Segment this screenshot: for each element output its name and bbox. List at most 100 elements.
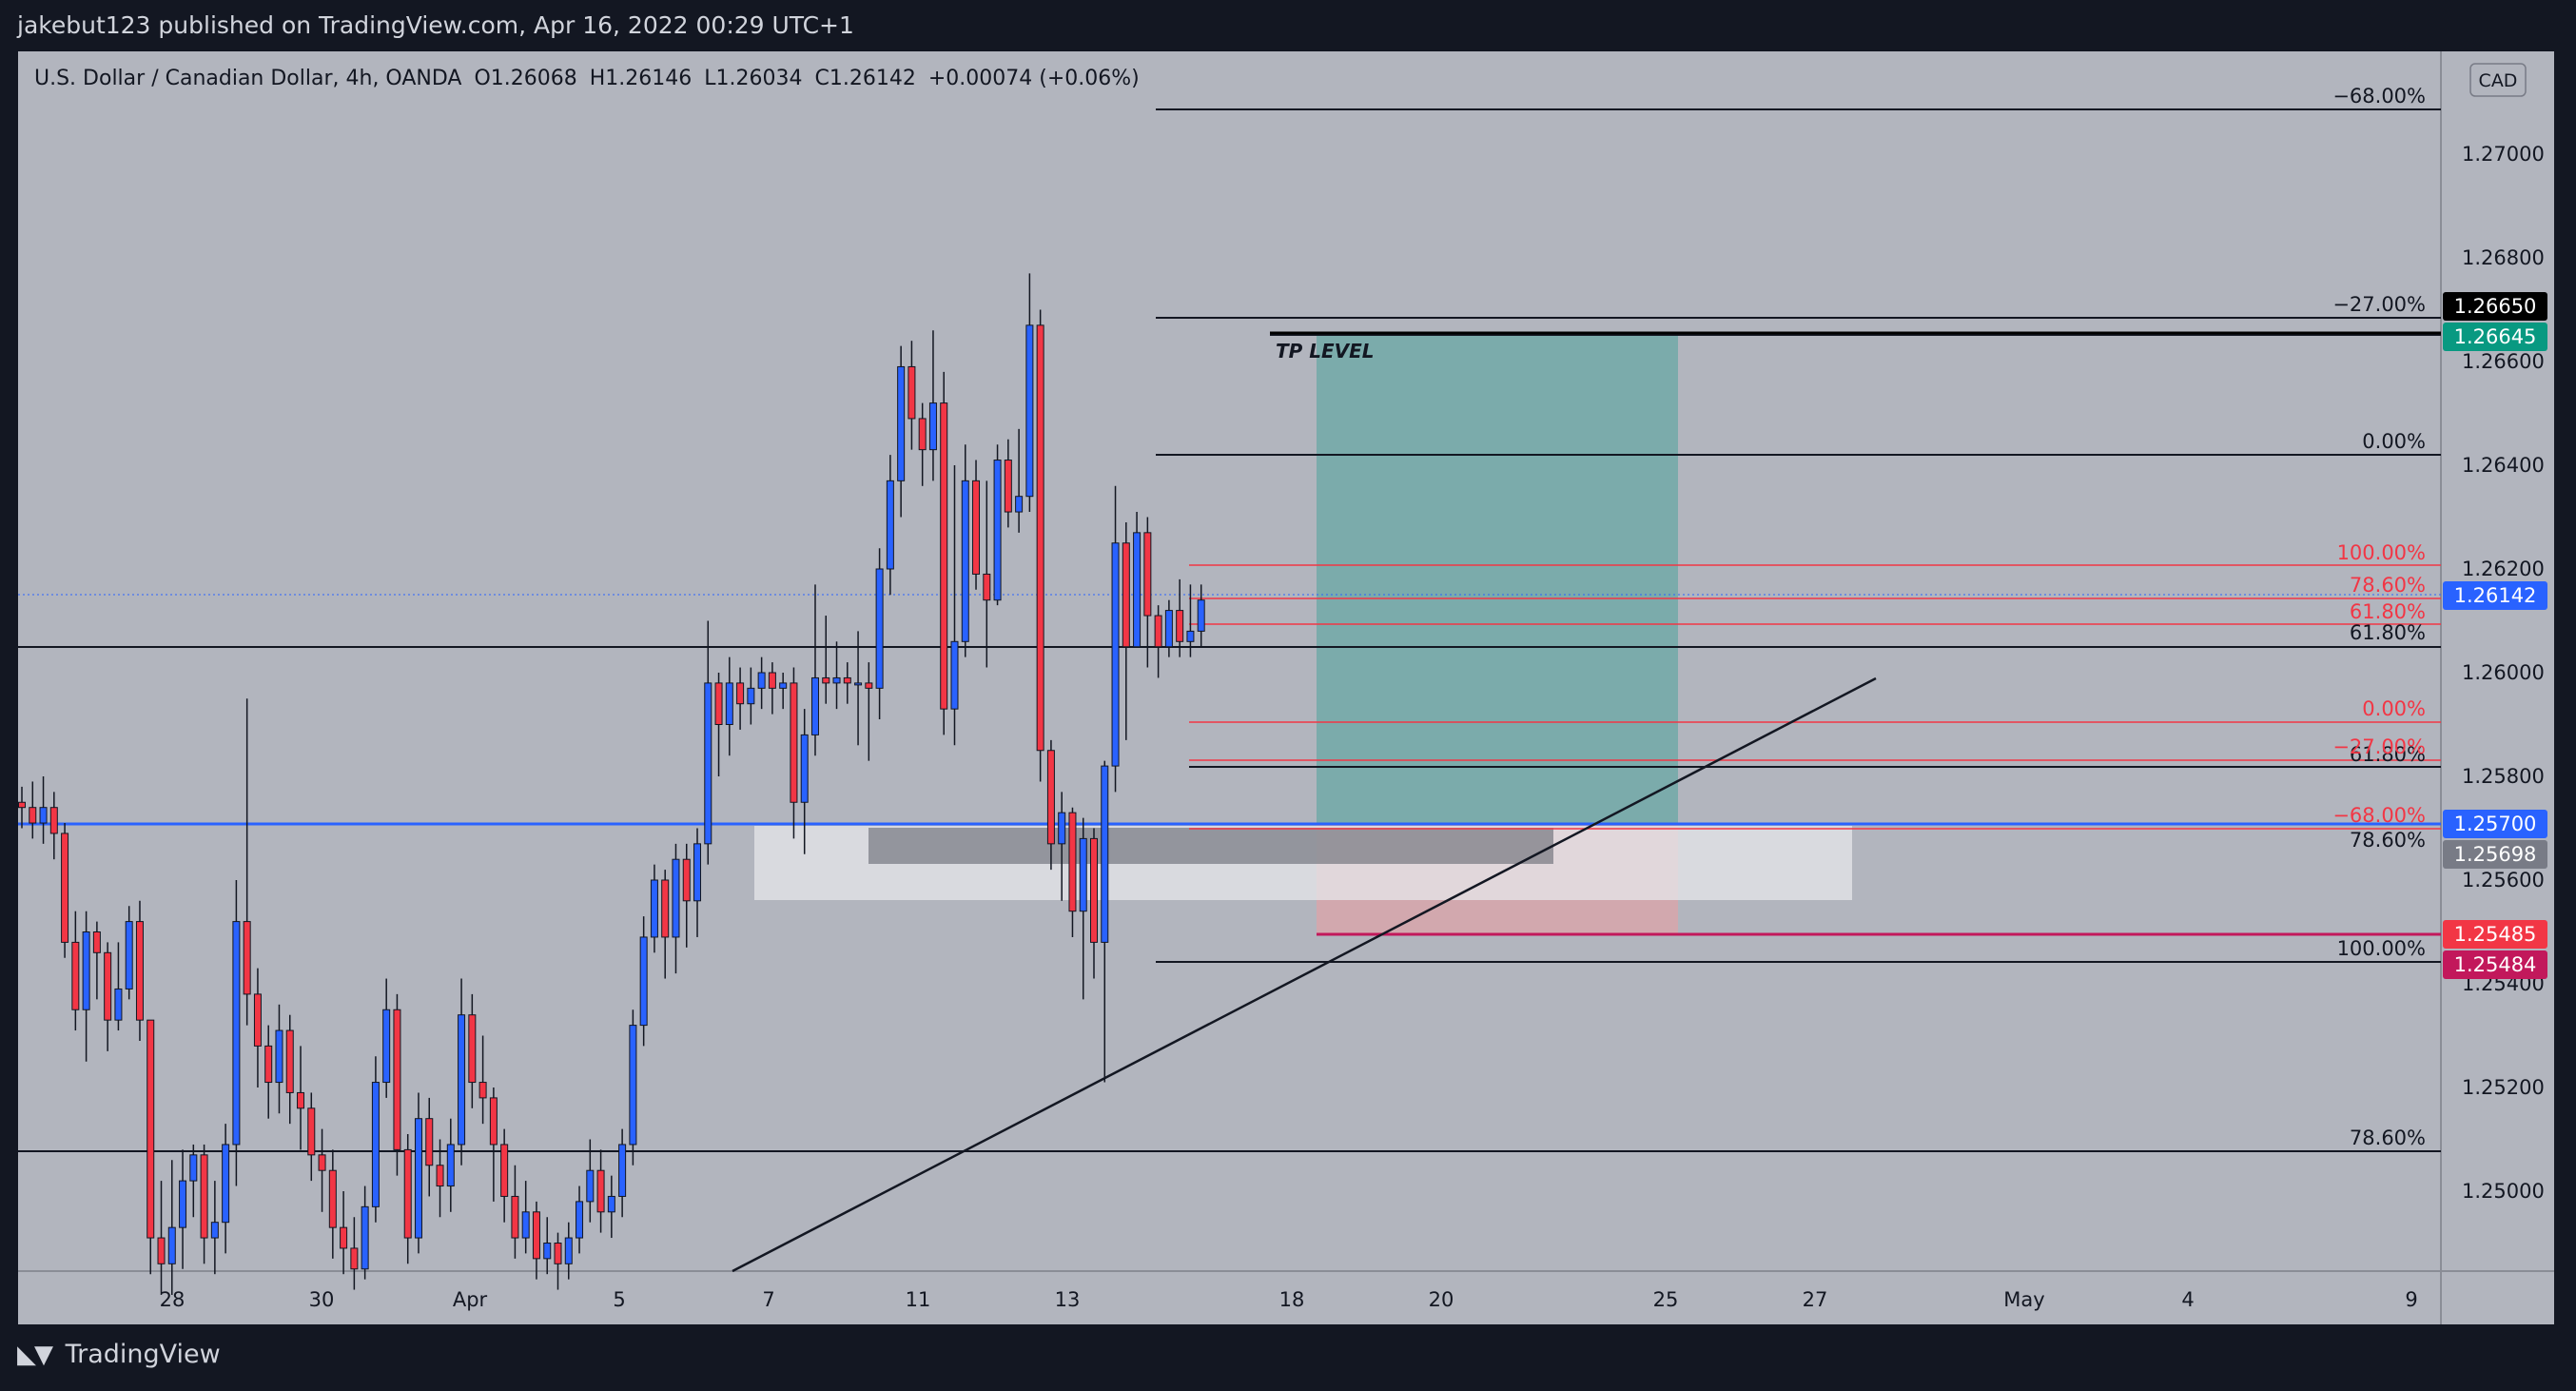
candle xyxy=(822,616,830,704)
candle xyxy=(340,1191,348,1275)
svg-text:1.26142: 1.26142 xyxy=(2454,584,2537,607)
candle xyxy=(500,1128,509,1223)
candle xyxy=(714,673,723,776)
candle xyxy=(1197,584,1205,647)
tp-level-label: TP LEVEL xyxy=(1276,340,1375,362)
candle xyxy=(1079,817,1087,1000)
candle xyxy=(928,330,937,481)
ohlc-close: C1.26142 xyxy=(814,67,916,90)
candle xyxy=(596,1149,605,1233)
fib-label-black: 61.80% xyxy=(2350,743,2426,766)
candle xyxy=(1101,760,1109,1083)
time-tick-label: 27 xyxy=(1803,1288,1828,1311)
fib-label-red: −27.00% xyxy=(2332,735,2426,758)
fib-label-black: −68.00% xyxy=(2332,85,2426,108)
candle xyxy=(832,641,841,710)
candle xyxy=(167,1160,176,1295)
candle xyxy=(125,906,133,1000)
order-block-box[interactable] xyxy=(868,828,1553,864)
candle xyxy=(1143,517,1152,668)
candle xyxy=(790,667,798,839)
fib-label-red: 100.00% xyxy=(2337,541,2426,564)
time-tick-label: 4 xyxy=(2181,1288,2194,1311)
candle xyxy=(1046,739,1055,871)
target-zone[interactable] xyxy=(1317,335,1678,823)
candle xyxy=(875,548,884,720)
svg-text:1.25484: 1.25484 xyxy=(2454,953,2537,976)
candle xyxy=(200,1144,208,1264)
candle xyxy=(532,1201,540,1280)
candle xyxy=(768,662,776,715)
price-tick-label: 1.26800 xyxy=(2462,246,2545,269)
time-tick-label: 28 xyxy=(160,1288,185,1311)
candle xyxy=(639,916,648,1047)
candle xyxy=(1015,428,1024,533)
candle xyxy=(425,1097,434,1197)
candles xyxy=(18,273,1205,1295)
candle xyxy=(458,978,466,1166)
currency-button[interactable] xyxy=(2469,63,2527,97)
candle xyxy=(650,864,658,953)
symbol-name: U.S. Dollar / Canadian Dollar, 4h, OANDA xyxy=(34,67,462,90)
candle xyxy=(82,911,90,1062)
candle xyxy=(307,1092,316,1182)
svg-text:1.25700: 1.25700 xyxy=(2454,813,2537,835)
candle xyxy=(865,662,873,761)
price-tick-label: 1.27000 xyxy=(2462,143,2545,166)
candle xyxy=(18,786,26,829)
time-tick-label: 18 xyxy=(1279,1288,1305,1311)
candle xyxy=(672,843,680,974)
currency-label: CAD xyxy=(2479,70,2518,91)
candle xyxy=(779,673,788,710)
candle xyxy=(704,620,712,865)
candle xyxy=(1111,485,1120,793)
candle xyxy=(1090,828,1098,979)
candle xyxy=(1164,599,1173,657)
chart-frame xyxy=(18,51,2554,1324)
tradingview-logo-icon[interactable]: ◣▼ xyxy=(17,1341,53,1369)
publisher-info: jakebut123 published on TradingView.com,… xyxy=(17,11,854,39)
fib-label-red: 61.80% xyxy=(2350,600,2426,623)
candle xyxy=(446,1118,455,1212)
price-axis[interactable]: 1.27000 1.26800 1.26600 1.26400 1.26200 1.260… xyxy=(2462,143,2545,1203)
candle xyxy=(1154,605,1162,678)
candle xyxy=(71,911,80,1031)
svg-text:1.25698: 1.25698 xyxy=(2454,843,2537,866)
horizontal-levels xyxy=(18,108,2441,1152)
candle xyxy=(983,480,991,668)
price-tag: 1.26650 xyxy=(2443,292,2547,321)
time-tick-label: 7 xyxy=(762,1288,774,1311)
fib-label-red: 0.00% xyxy=(2362,697,2426,720)
candle xyxy=(361,1185,369,1280)
candle xyxy=(285,1014,294,1125)
candle xyxy=(222,1124,230,1254)
trendline[interactable] xyxy=(732,676,1877,1273)
candle xyxy=(554,1232,562,1290)
candle xyxy=(747,667,755,725)
candle xyxy=(950,465,959,746)
candle xyxy=(468,993,477,1108)
candle xyxy=(918,402,927,486)
candle xyxy=(264,1025,273,1119)
candle xyxy=(1025,273,1034,513)
candle xyxy=(489,1087,498,1202)
candle xyxy=(607,1175,615,1239)
price-tag: 1.26142 xyxy=(2443,581,2547,610)
time-tick-label: 20 xyxy=(1429,1288,1454,1311)
candle xyxy=(940,371,948,735)
candle xyxy=(972,460,981,590)
candle xyxy=(478,1035,487,1125)
candle xyxy=(253,968,262,1087)
candle xyxy=(629,1009,637,1166)
candle xyxy=(886,455,894,596)
candle xyxy=(328,1149,337,1259)
candle xyxy=(843,662,851,704)
price-tick-label: 1.25800 xyxy=(2462,765,2545,788)
candle xyxy=(800,709,809,854)
fib-label-black: 100.00% xyxy=(2337,937,2426,960)
fib-label-black: 78.60% xyxy=(2350,1127,2426,1149)
time-tick-label: Apr xyxy=(453,1288,488,1311)
fib-label-black: −27.00% xyxy=(2332,293,2426,316)
time-axis[interactable]: 28 30 Apr 5 7 11 13 18 20 25 27 May 4 9 xyxy=(160,1288,2418,1311)
